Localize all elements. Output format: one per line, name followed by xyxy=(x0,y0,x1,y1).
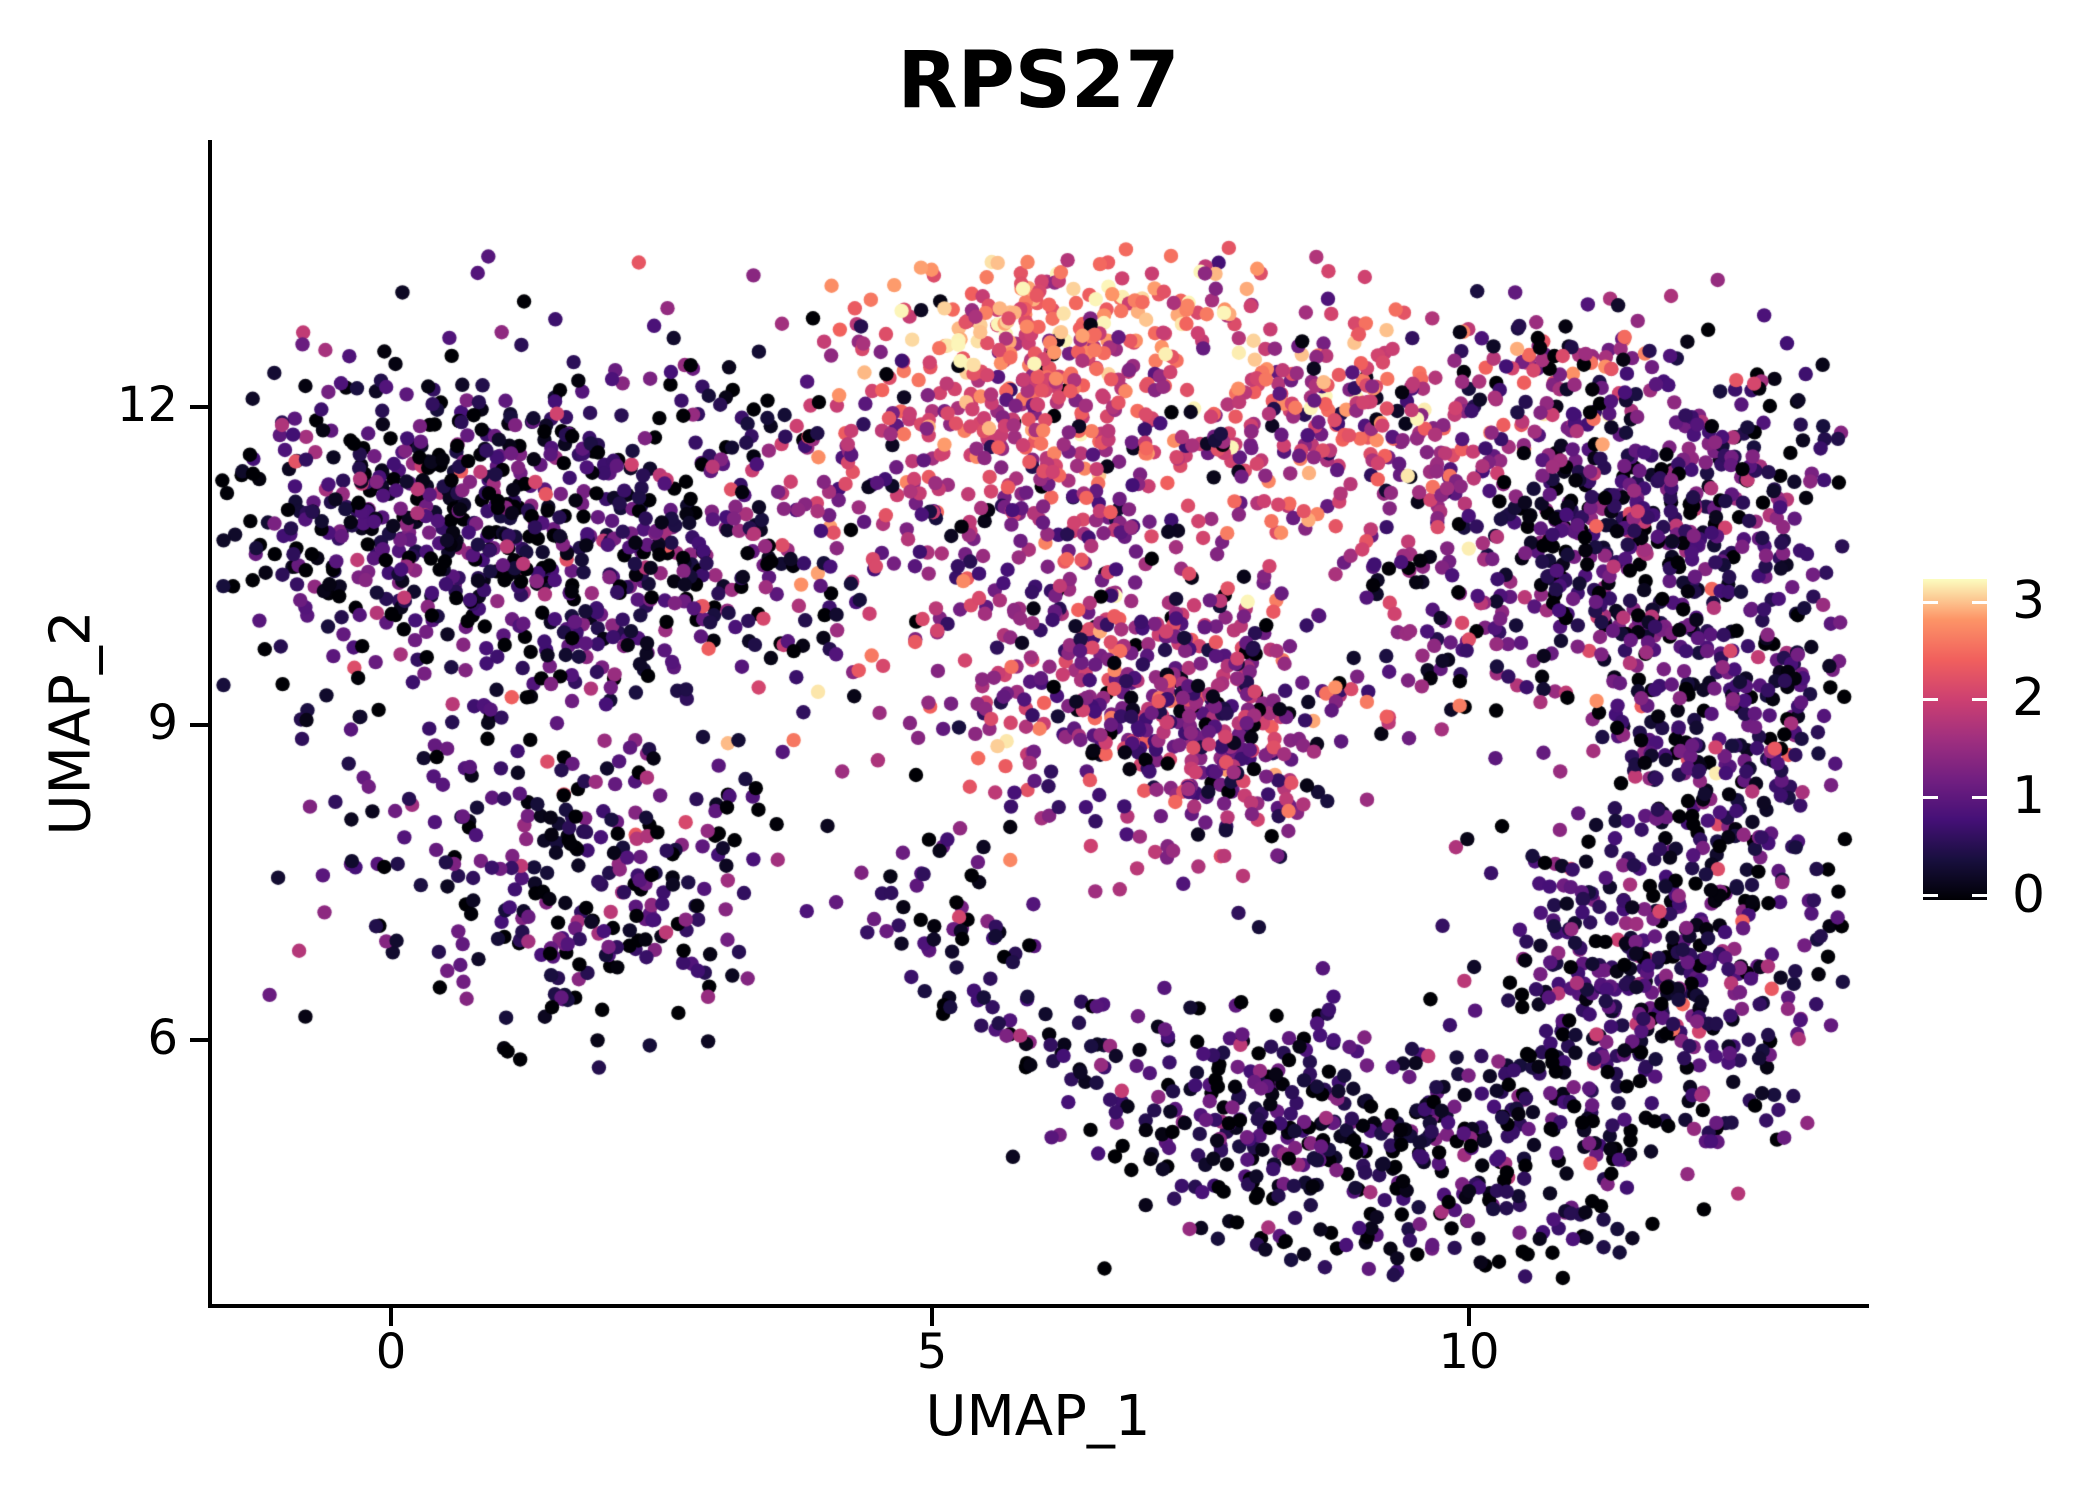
legend-tick-mark xyxy=(1972,698,1987,701)
x-tick-label-10: 10 xyxy=(1438,1324,1500,1380)
y-axis-line xyxy=(208,140,212,1308)
y-tick-mark-12 xyxy=(190,405,208,409)
y-tick-mark-6 xyxy=(190,1038,208,1042)
legend-tick-mark xyxy=(1972,796,1987,799)
colorbar-legend xyxy=(1923,579,1987,900)
x-axis-title: UMAP_1 xyxy=(925,1384,1151,1449)
legend-label-2: 2 xyxy=(2012,668,2046,728)
legend-tick-mark xyxy=(1923,894,1938,897)
y-axis-title: UMAP_2 xyxy=(38,610,104,836)
x-tick-mark-5 xyxy=(930,1308,934,1326)
legend-tick-mark xyxy=(1923,796,1938,799)
legend-label-3: 3 xyxy=(2012,571,2046,631)
x-tick-label-5: 5 xyxy=(916,1324,948,1380)
y-tick-mark-9 xyxy=(190,723,208,727)
legend-label-1: 1 xyxy=(2012,766,2046,826)
x-axis-line xyxy=(208,1304,1869,1308)
x-tick-mark-10 xyxy=(1467,1308,1471,1326)
x-tick-mark-0 xyxy=(389,1308,393,1326)
y-tick-label-6: 6 xyxy=(147,1010,178,1066)
y-tick-label-9: 9 xyxy=(147,695,178,751)
legend-tick-mark xyxy=(1923,698,1938,701)
legend-tick-mark xyxy=(1972,601,1987,604)
legend-tick-mark xyxy=(1972,894,1987,897)
y-tick-label-12: 12 xyxy=(116,377,178,433)
plot-title: RPS27 xyxy=(897,36,1180,126)
legend-label-0: 0 xyxy=(2012,865,2046,925)
x-tick-label-0: 0 xyxy=(375,1324,407,1380)
legend-tick-mark xyxy=(1923,601,1938,604)
